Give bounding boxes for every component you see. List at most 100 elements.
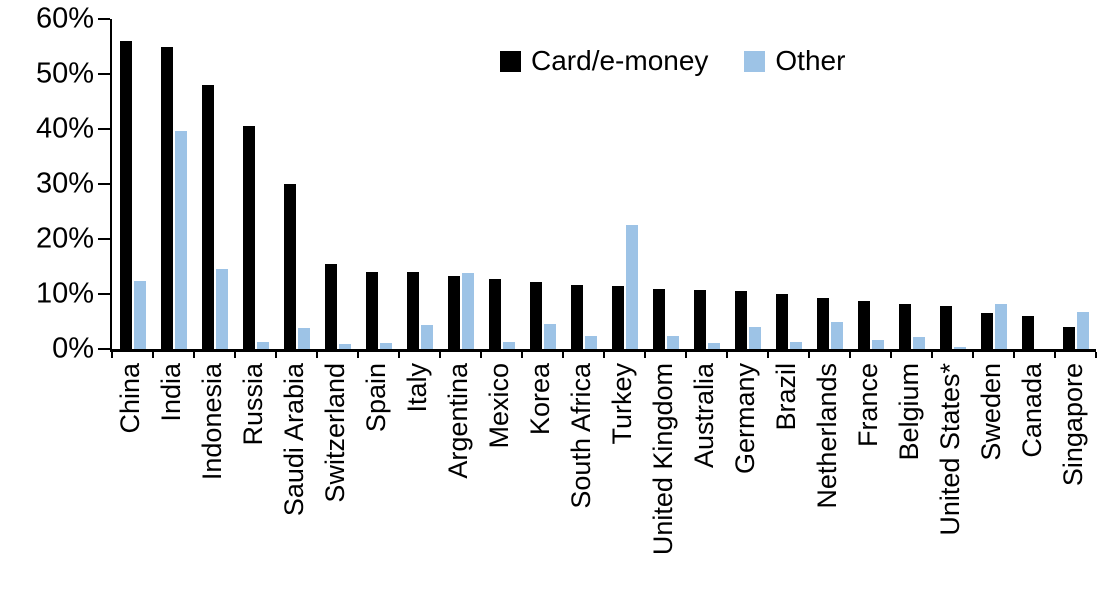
bar-card-e-money <box>939 305 952 349</box>
x-axis-tick <box>767 352 769 358</box>
y-axis-tick <box>98 128 110 130</box>
bar-card-e-money <box>283 184 296 349</box>
x-axis-label: Korea <box>525 363 556 436</box>
x-axis-label-cell: Russia <box>233 363 274 594</box>
x-axis-label-cell: Switzerland <box>315 363 356 594</box>
bar-other <box>502 342 515 349</box>
x-axis-label-cell: Turkey <box>602 363 643 594</box>
x-axis-label-cell: Germany <box>725 363 766 594</box>
bar-card-e-money <box>406 272 419 349</box>
bar-card-e-money <box>775 294 788 349</box>
y-axis-tick-label: 20% <box>35 222 94 255</box>
bar-group-china <box>112 19 153 349</box>
y-axis-tick <box>98 238 110 240</box>
bar-card-e-money <box>652 288 665 349</box>
x-axis-label: Germany <box>730 363 761 475</box>
bar-card-e-money <box>529 281 542 349</box>
bar-other <box>1076 312 1089 349</box>
bar-card-e-money <box>324 263 337 349</box>
y-axis-tick <box>98 73 110 75</box>
bar-group-singapore <box>1055 19 1096 349</box>
bar-card-e-money <box>816 297 829 349</box>
bar-other <box>830 321 843 349</box>
bar-card-e-money <box>119 41 132 349</box>
y-axis-tick <box>98 18 110 20</box>
bar-group-sweden <box>973 19 1014 349</box>
bar-group-korea <box>522 19 563 349</box>
x-axis-label: Turkey <box>607 363 638 445</box>
bar-group-russia <box>235 19 276 349</box>
x-axis-label: United States* <box>935 363 966 536</box>
bar-group-italy <box>399 19 440 349</box>
bar-card-e-money <box>734 291 747 349</box>
y-axis-tick <box>98 183 110 185</box>
bar-card-e-money <box>570 284 583 349</box>
bar-other <box>707 342 720 349</box>
x-axis-label: United Kingdom <box>648 363 679 556</box>
bar-group-spain <box>358 19 399 349</box>
bar-other <box>133 280 146 349</box>
x-axis-tick <box>234 352 236 358</box>
x-axis-tick <box>193 352 195 358</box>
bar-card-e-money <box>857 301 870 349</box>
y-axis-tick-label: 10% <box>35 277 94 310</box>
x-axis-label-cell: Indonesia <box>192 363 233 594</box>
x-axis-label: Australia <box>689 363 720 469</box>
bar-group-united-kingdom <box>645 19 686 349</box>
y-axis-tick-label: 60% <box>35 2 94 35</box>
x-axis-label: Netherlands <box>812 363 843 509</box>
x-axis-label: Switzerland <box>320 363 351 503</box>
x-axis-label-cell: Sweden <box>971 363 1012 594</box>
bar-group-india <box>153 19 194 349</box>
x-axis-label-cell: Spain <box>356 363 397 594</box>
x-axis-label: Argentina <box>443 363 474 479</box>
plot-area: Card/e-money Other <box>110 19 1097 358</box>
legend-label-card-e-money: Card/e-money <box>531 45 709 76</box>
bar-card-e-money <box>488 278 501 349</box>
x-axis-label-cell: France <box>848 363 889 594</box>
bar-group-france <box>850 19 891 349</box>
x-axis-label-cell: Netherlands <box>807 363 848 594</box>
bar-group-belgium <box>891 19 932 349</box>
bar-card-e-money <box>693 289 706 349</box>
x-axis-tick <box>890 352 892 358</box>
bar-group-united-states- <box>932 19 973 349</box>
legend-item-card-e-money: Card/e-money <box>500 45 708 77</box>
bar-group-netherlands <box>809 19 850 349</box>
y-axis-tick <box>98 293 110 295</box>
bar-card-e-money <box>447 275 460 349</box>
x-axis-tick <box>726 352 728 358</box>
bar-card-e-money <box>160 46 173 349</box>
bar-other <box>625 225 638 349</box>
x-axis-tick <box>439 352 441 358</box>
x-axis-label-cell: China <box>110 363 151 594</box>
bar-card-e-money <box>980 312 993 349</box>
x-axis-tick <box>644 352 646 358</box>
bar-other <box>174 130 187 349</box>
bar-group-switzerland <box>317 19 358 349</box>
y-axis-tick-label: 30% <box>35 167 94 200</box>
x-axis-label: Spain <box>361 363 392 433</box>
x-axis-tick <box>849 352 851 358</box>
x-axis-tick <box>398 352 400 358</box>
bar-card-e-money <box>1021 316 1034 349</box>
x-axis-tick <box>316 352 318 358</box>
x-axis-label: Sweden <box>976 363 1007 461</box>
x-axis-tick <box>480 352 482 358</box>
x-axis-labels: China India Indonesia Russia Saudi Arabia Swi… <box>110 363 1094 594</box>
x-axis-tick <box>1054 352 1056 358</box>
bar-other <box>461 273 474 349</box>
bars <box>112 19 1096 349</box>
bar-other <box>420 324 433 349</box>
bar-card-e-money <box>242 126 255 349</box>
bar-other <box>584 336 597 349</box>
bar-other <box>215 269 228 349</box>
x-axis-label: India <box>156 363 187 422</box>
x-axis-label-cell: Korea <box>520 363 561 594</box>
x-axis-tick <box>152 352 154 358</box>
bar-other <box>953 347 966 349</box>
x-axis-label: Saudi Arabia <box>279 363 310 517</box>
x-axis-label: Canada <box>1017 363 1048 458</box>
bar-other <box>256 342 269 349</box>
